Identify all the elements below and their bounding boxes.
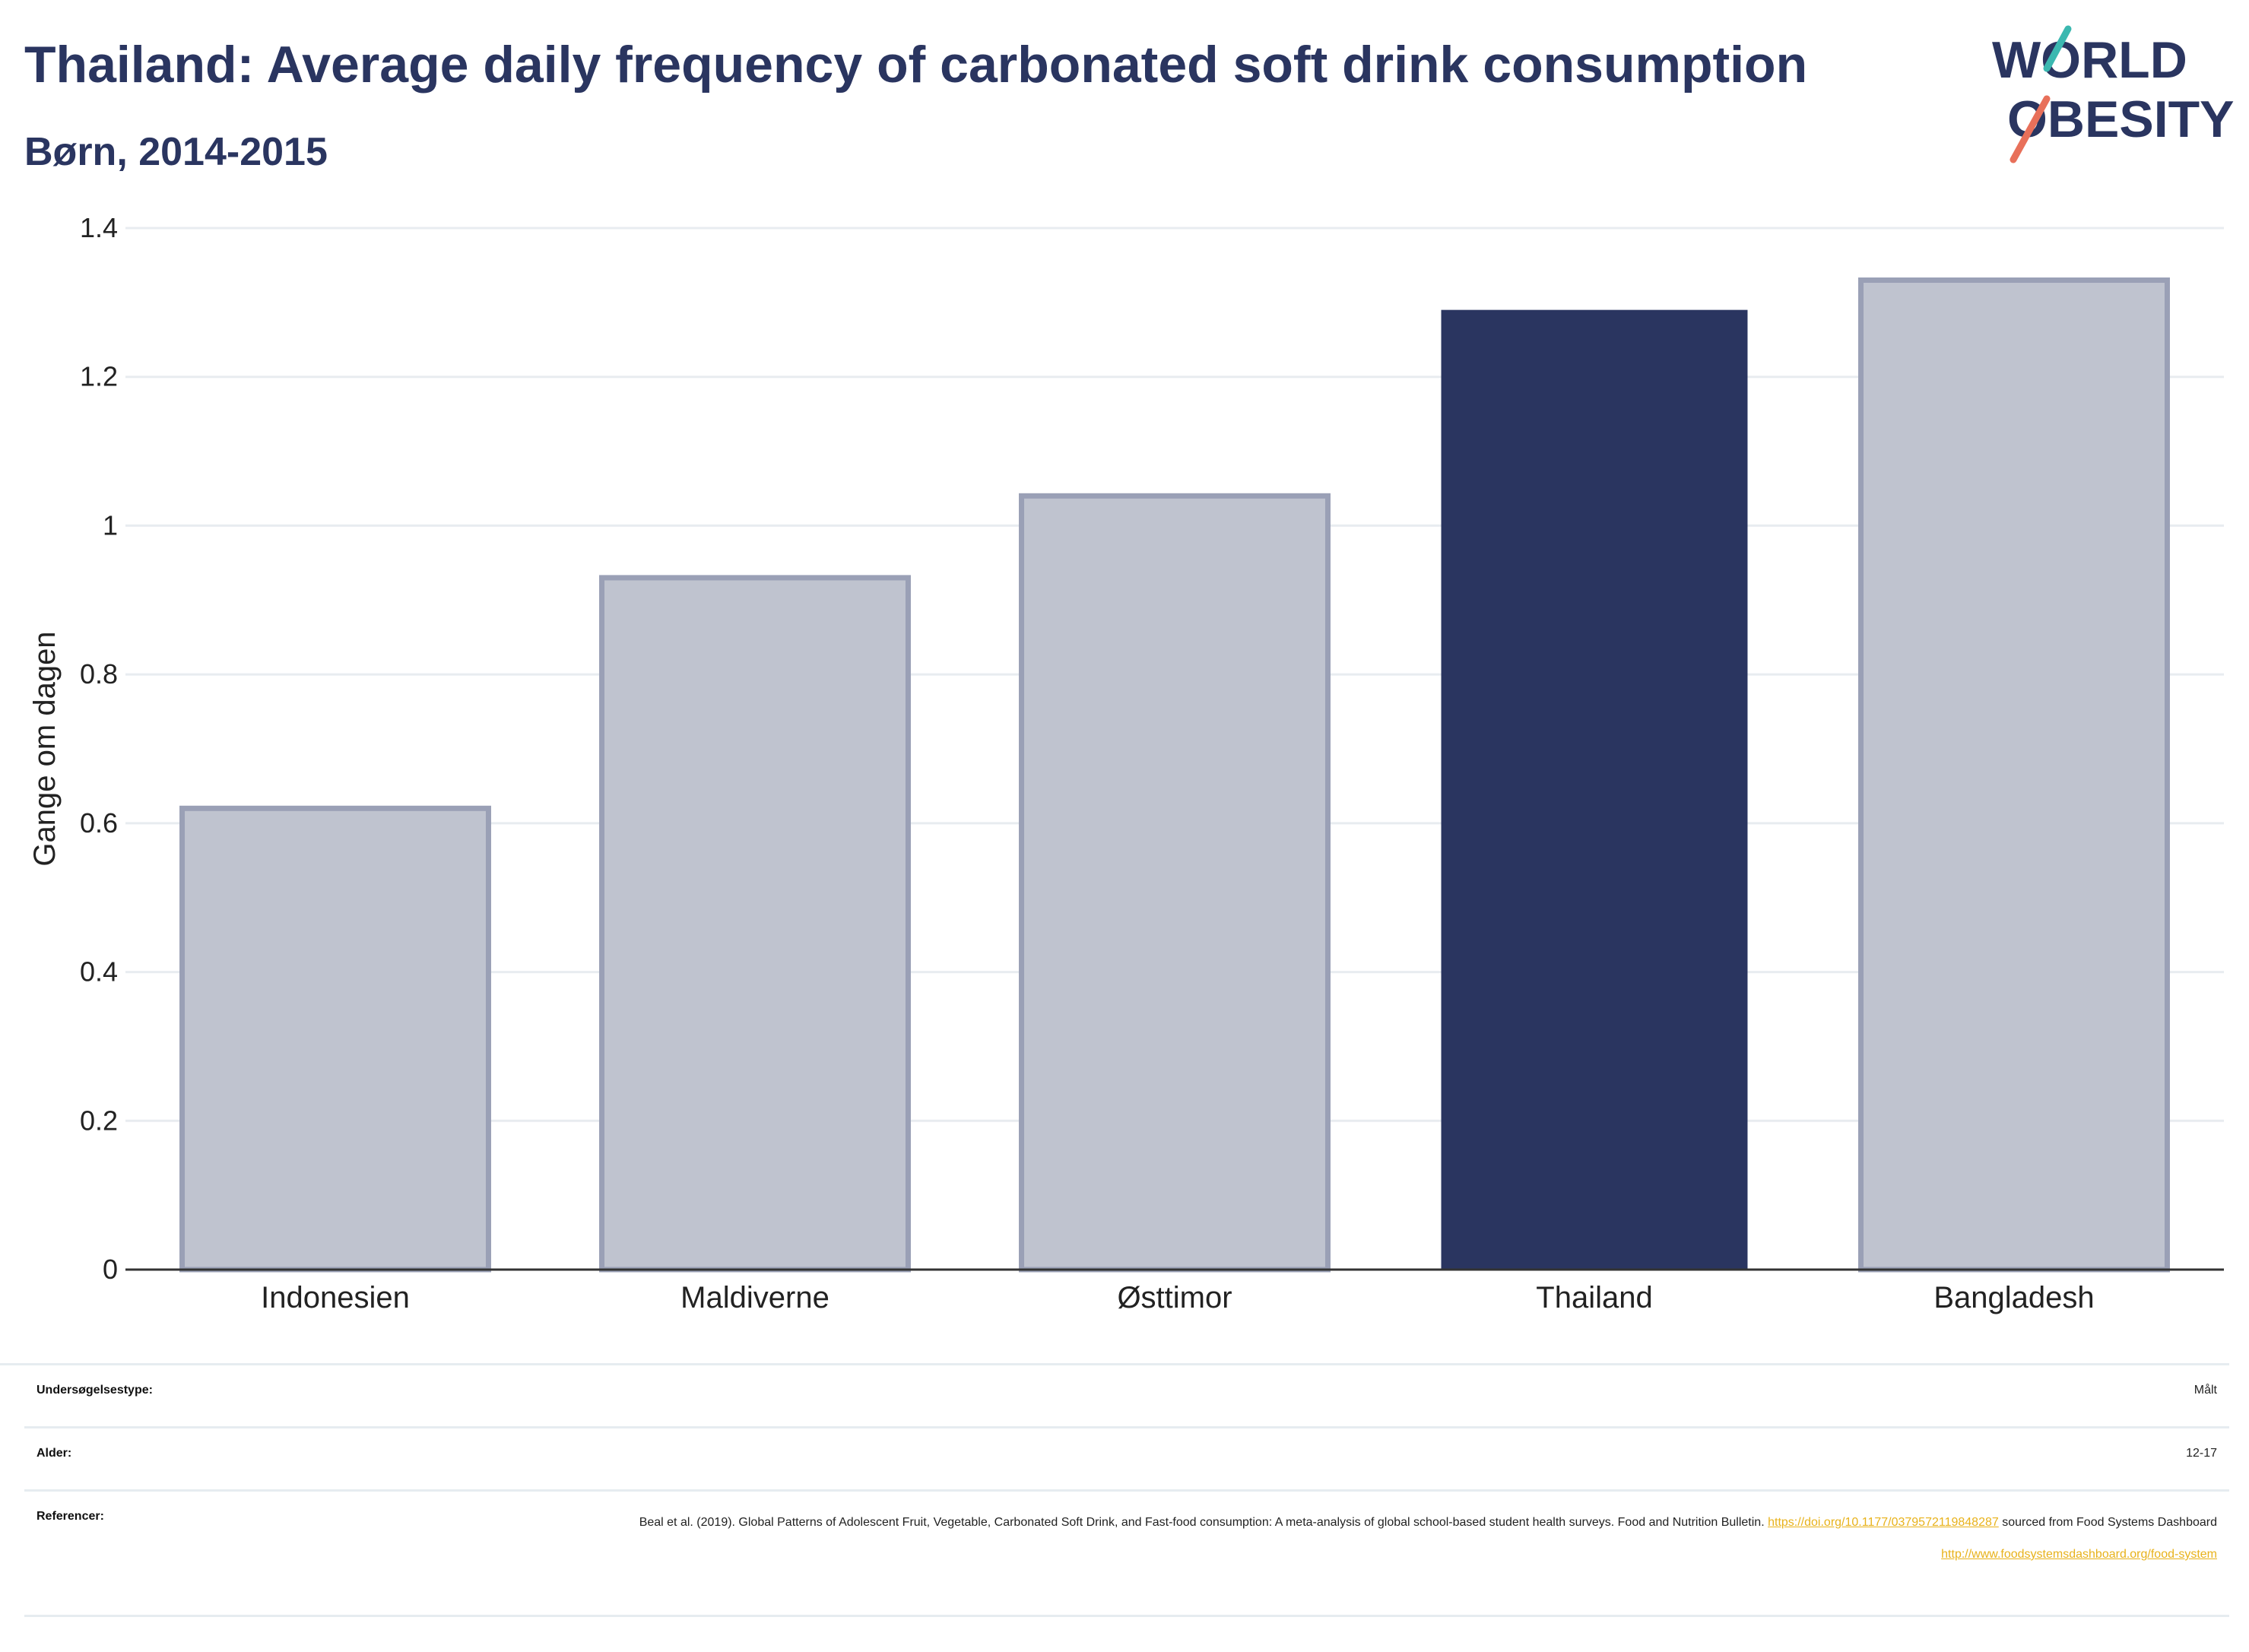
references-text: Beal et al. (2019). Global Patterns of A… xyxy=(620,1507,2217,1571)
world-obesity-logo: WORLD OBESITY xyxy=(1992,25,2235,163)
bar-thailand xyxy=(1441,309,1748,1270)
bar-østtimor xyxy=(1019,493,1331,1273)
y-tick-label: 0.6 xyxy=(80,807,118,839)
age-label: Alder: xyxy=(36,1447,72,1460)
y-tick-label: 1 xyxy=(103,509,118,541)
y-tick-label: 0.8 xyxy=(80,658,118,690)
x-tick-label: Indonesien xyxy=(261,1281,410,1314)
bar-chart: 0 0.2 0.4 0.6 0.8 1 1.2 1.4 Indonesien Maldivern… xyxy=(28,212,2224,1314)
y-tick-label: 0.4 xyxy=(80,956,118,988)
references-row: Referencer: Beal et al. (2019). Global P… xyxy=(24,1489,2229,1617)
x-tick-label: Bangladesh xyxy=(1933,1281,2094,1314)
bar-maldiverne xyxy=(599,575,911,1273)
doi-link[interactable]: https://doi.org/10.1177/0379572119848287 xyxy=(1768,1516,1999,1529)
reference-source: sourced from Food Systems Dashboard xyxy=(1998,1516,2217,1529)
chart-subtitle: Børn, 2014-2015 xyxy=(24,130,328,174)
y-tick-label: 0.2 xyxy=(80,1105,118,1136)
survey-type-row: Undersøgelsestype: Målt xyxy=(24,1363,2229,1428)
chart-title: Thailand: Average daily frequency of car… xyxy=(24,36,1808,94)
y-tick-label: 0 xyxy=(103,1254,118,1285)
survey-type-label: Undersøgelsestype: xyxy=(36,1384,153,1397)
bar-indonesien xyxy=(179,805,491,1273)
logo-line1: WORLD xyxy=(1992,31,2187,89)
y-tick-label: 1.2 xyxy=(80,361,118,392)
dashboard-link[interactable]: http://www.foodsystemsdashboard.org/food… xyxy=(1941,1548,2217,1561)
y-axis-label: Gange om dagen xyxy=(28,631,62,866)
x-tick-label: Østtimor xyxy=(1117,1281,1232,1314)
bar-bangladesh xyxy=(1858,277,2170,1273)
age-value: 12-17 xyxy=(2186,1447,2217,1460)
x-axis-ticks: Indonesien Maldiverne Østtimor Thailand Bang… xyxy=(261,1281,2095,1314)
meta-divider-bottom xyxy=(24,1615,2229,1617)
x-tick-label: Thailand xyxy=(1536,1281,1652,1314)
references-label: Referencer: xyxy=(36,1510,104,1523)
bars xyxy=(179,277,2170,1273)
y-axis-ticks: 0 0.2 0.4 0.6 0.8 1 1.2 1.4 xyxy=(80,212,118,1285)
y-tick-label: 1.4 xyxy=(80,212,118,243)
x-tick-label: Maldiverne xyxy=(680,1281,829,1314)
age-row: Alder: 12-17 xyxy=(24,1426,2229,1491)
survey-type-value: Målt xyxy=(2193,1384,2217,1397)
reference-citation: Beal et al. (2019). Global Patterns of A… xyxy=(639,1516,1768,1529)
